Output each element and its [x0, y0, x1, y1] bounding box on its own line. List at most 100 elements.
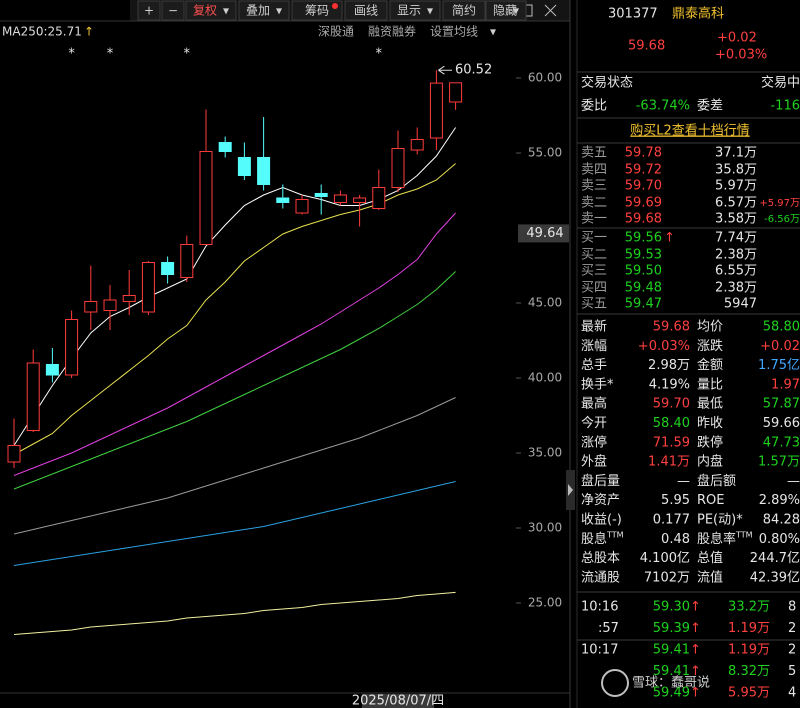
stat-label: 最高 — [581, 396, 607, 412]
trade-price: 59.41 — [653, 643, 690, 658]
toolbar-label: − — [168, 4, 178, 18]
toolbar-label: 简约 — [452, 3, 476, 18]
book-volume: 35.8万 — [715, 163, 757, 178]
toolbar-button[interactable] — [389, 0, 441, 21]
trade-price: 59.30 — [653, 600, 690, 615]
ma-arrow: ↑ — [84, 25, 94, 39]
dropdown-arrow: ▾ — [223, 4, 229, 18]
candle-body — [237, 157, 251, 176]
status: 交易中 — [761, 75, 800, 91]
stat-value: +0.02 — [760, 339, 800, 354]
stat-value: 71.59 — [653, 435, 690, 450]
stat-label: ROE — [697, 493, 724, 508]
stock-name: 鼎泰高科 — [672, 6, 724, 22]
book-price: 59.69 — [625, 196, 662, 211]
dropdown-arrow: ▾ — [276, 4, 282, 18]
candle-body — [45, 364, 59, 376]
stat-label: 涨幅 — [581, 339, 607, 354]
toolbar-button[interactable] — [161, 0, 185, 21]
toolbar-label: 画线 — [354, 4, 378, 18]
trade-count: 8 — [788, 600, 796, 615]
indicator-link[interactable]: 融资融券 — [368, 24, 416, 39]
book-price: 59.56 — [625, 231, 662, 246]
stat-value: 4.100亿 — [640, 551, 690, 566]
trade-time: 10:17 — [581, 643, 618, 658]
stat-label: 外盘 — [581, 454, 607, 470]
stat-value: 1.75亿 — [758, 358, 800, 373]
toolbar-button[interactable] — [291, 0, 343, 21]
toolbar-label: + — [144, 4, 154, 18]
stat-label: 流值 — [697, 569, 723, 585]
stat-label-sup: TTM — [606, 530, 624, 539]
y-tick-label: 45.00 — [528, 296, 562, 310]
trade-count: 4 — [788, 686, 796, 701]
candle-body — [122, 295, 136, 302]
stat-value: 1.41万 — [648, 455, 690, 470]
moving-average-line — [13, 212, 456, 476]
stat-value: 47.73 — [763, 435, 800, 450]
toolbar-button[interactable] — [137, 0, 161, 21]
toolbar-label: 叠加 — [246, 4, 270, 18]
candle-body — [276, 197, 290, 203]
stat-label: 昨收 — [697, 416, 723, 431]
trade-volume: 1.19万 — [728, 643, 770, 658]
event-marker: * — [376, 47, 383, 62]
book-label: 卖二 — [581, 196, 607, 211]
toolbar-label: 复权 — [193, 4, 217, 18]
stat-label: 换手* — [581, 377, 614, 392]
toolbar-button[interactable] — [344, 0, 388, 21]
trade-time: 10:16 — [581, 600, 618, 615]
stat-label: 流通股 — [581, 570, 620, 585]
candle-body — [65, 319, 79, 376]
toolbar-button[interactable] — [185, 0, 237, 21]
toolbar-button[interactable] — [238, 0, 290, 21]
y-tick-label: 35.00 — [528, 446, 562, 460]
stat-value: 244.7亿 — [750, 551, 800, 566]
moving-average-line — [13, 271, 456, 490]
stat-value: 7102万 — [644, 570, 690, 585]
book-label: 买五 — [581, 297, 607, 312]
indicator-link[interactable]: 深股通 — [318, 25, 354, 39]
toolbar-button[interactable] — [485, 0, 527, 21]
trade-count: 5 — [788, 664, 796, 679]
stat-label: 总手 — [581, 358, 607, 373]
stat-label-sup: TTM — [735, 530, 753, 539]
y-tick-label: 60.00 — [528, 71, 562, 85]
stat-label: 金额 — [697, 357, 723, 373]
candle-body — [26, 362, 40, 431]
stock-code: 301377 — [608, 7, 658, 22]
candle-body — [7, 445, 21, 463]
stat-label: 净资产 — [581, 493, 620, 508]
stat-label: 量比 — [697, 377, 723, 392]
cursor-date-box — [362, 694, 434, 708]
toolbar-label: 隐藏 — [493, 4, 517, 18]
toolbar-button[interactable] — [442, 0, 486, 21]
stat-label: 跌停 — [697, 434, 723, 450]
indicator-link[interactable]: 设置均线 — [430, 25, 478, 39]
up-arrow: ↑ — [690, 600, 701, 615]
book-price: 59.48 — [625, 281, 662, 296]
book-price: 59.53 — [625, 248, 662, 263]
toggle-arrow — [568, 484, 573, 496]
trade-time: :57 — [598, 621, 619, 636]
icon-close[interactable] — [544, 4, 557, 17]
stat-value: 0.48 — [661, 532, 690, 547]
l2-link[interactable]: 购买L2查看十档行情 — [630, 123, 750, 139]
candle-body — [180, 244, 194, 278]
stat-value: +0.03% — [638, 339, 690, 354]
book-delta: +5.97万 — [759, 198, 800, 209]
candle-body — [141, 262, 155, 313]
toolbar-label: 筹码 — [305, 4, 329, 18]
book-label: 买一 — [581, 231, 607, 246]
stat-label: 今开 — [581, 415, 607, 431]
moving-average-line — [13, 591, 456, 635]
ratio-label: 委比 — [581, 99, 607, 114]
trade-price: 59.49 — [653, 686, 690, 701]
book-label: 买二 — [581, 248, 607, 263]
stat-label: 盘后量 — [581, 473, 620, 489]
y-tick-label: 30.00 — [528, 521, 562, 535]
candle-body — [257, 157, 271, 185]
stat-value: 58.80 — [763, 320, 800, 335]
book-volume: 37.1万 — [715, 146, 757, 161]
stat-value: — — [787, 474, 800, 489]
